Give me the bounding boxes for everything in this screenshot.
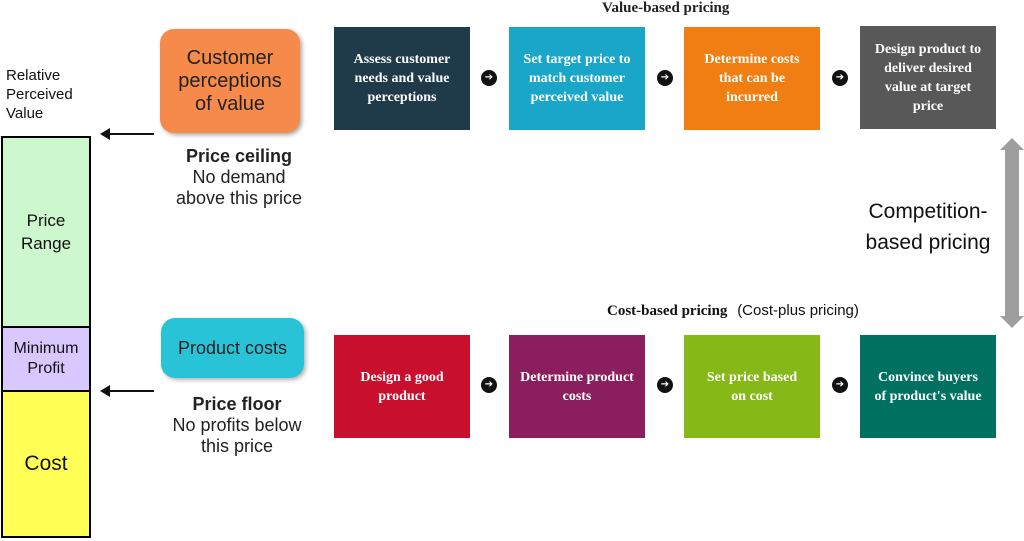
flow-arrow-icon: ➔ <box>481 70 497 86</box>
segment-minimum-profit: Minimum Profit <box>1 326 91 392</box>
price-floor-desc: No profits below this price <box>172 415 302 456</box>
cost-based-heading: Cost-based pricing <box>607 303 728 319</box>
ceiling-arrow-icon <box>100 128 154 140</box>
flow-arrow-icon: ➔ <box>657 377 673 393</box>
product-costs-box: Product costs <box>161 318 304 378</box>
flow-arrow-icon: ➔ <box>481 377 497 393</box>
double-arrow-icon <box>1000 138 1024 328</box>
cost-step-1: Design a good product <box>334 335 470 438</box>
price-ceiling-desc: No demand above this price <box>175 167 303 208</box>
cost-step-2: Determine product costs <box>509 335 645 438</box>
flow-arrow-icon: ➔ <box>657 70 673 86</box>
segment-cost: Cost <box>1 390 91 538</box>
price-ceiling-heading: Price ceiling <box>185 146 293 166</box>
cost-step-3: Set price based on cost <box>684 335 820 438</box>
competition-based-label: Competition-based pricing <box>865 200 991 254</box>
price-ceiling-label: Price ceiling No demand above this price <box>154 146 324 209</box>
price-floor-heading: Price floor <box>192 394 282 414</box>
value-step-3: Determine costs that can be incurred <box>684 27 820 130</box>
price-floor-label: Price floor No profits below this price <box>152 394 322 457</box>
value-step-4: Design product to deliver desired value … <box>860 26 996 129</box>
floor-arrow-icon <box>100 385 154 397</box>
value-step-2: Set target price to match customer perce… <box>509 27 645 130</box>
flow-arrow-icon: ➔ <box>832 377 848 393</box>
scale-title: Relative Perceived Value <box>6 67 73 122</box>
cost-step-4: Convince buyers of product's value <box>860 335 996 438</box>
customer-perceptions-box: Customer perceptions of value <box>160 29 300 133</box>
cost-plus-subtitle: (Cost-plus pricing) <box>737 302 859 319</box>
value-step-1: Assess customer needs and value percepti… <box>334 27 470 130</box>
value-based-title: Value-based pricing <box>602 0 730 16</box>
cost-based-title: Cost-based pricing (Cost-plus pricing) <box>607 302 859 320</box>
segment-price-range: Price Range <box>1 136 91 328</box>
flow-arrow-icon: ➔ <box>832 70 848 86</box>
